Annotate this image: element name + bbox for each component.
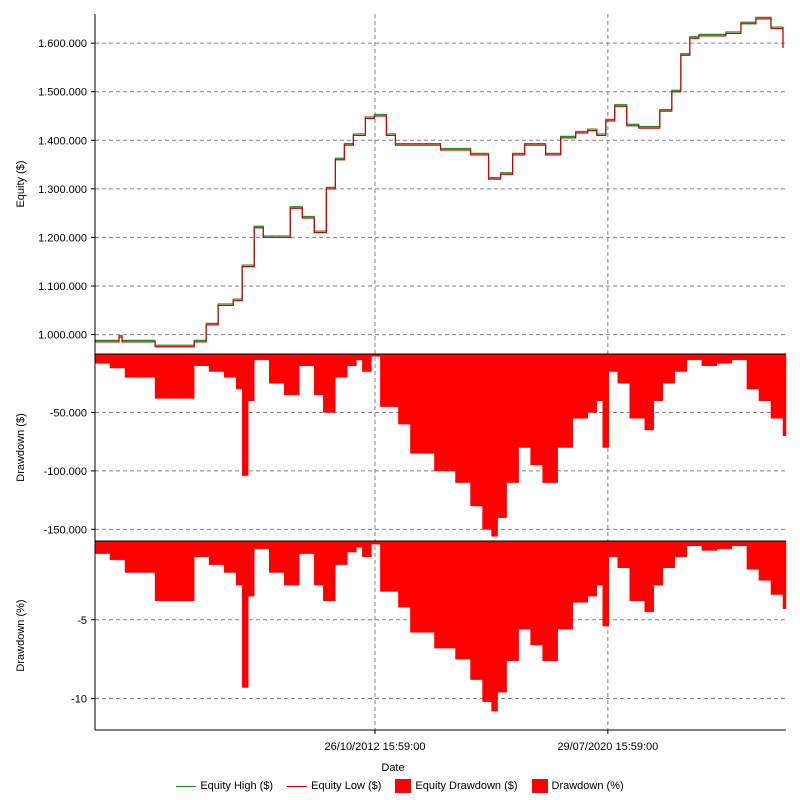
chart-series	[94, 16, 787, 712]
chart-axes	[91, 14, 786, 734]
equity-low-line	[95, 18, 784, 348]
legend-label-equity-drawdown: Equity Drawdown ($)	[415, 780, 518, 792]
y-tick-label: 1.500.000	[38, 87, 87, 99]
chart-labels: 26/10/2012 15:59:00 29/07/2020 15:59:00 1.…	[15, 38, 658, 753]
y-tick-label: -50.000	[50, 407, 87, 419]
y-tick-label: -5	[77, 615, 87, 627]
drawdown-usd-area	[94, 353, 787, 537]
legend-swatch-equity-drawdown	[395, 779, 412, 793]
legend-label-drawdown-pct: Drawdown (%)	[551, 780, 624, 792]
y-tick-label: 1.100.000	[38, 281, 87, 293]
y-axis-title: Drawdown ($)	[15, 413, 27, 481]
chart-legend: Equity High ($) Equity Low ($) Equity Dr…	[0, 776, 800, 796]
y-tick-label: -10	[71, 694, 87, 706]
y-tick-label: 1.200.000	[38, 232, 87, 244]
x-tick-label: 26/10/2012 15:59:00	[325, 741, 426, 753]
legend-item-equity-low: Equity Low ($)	[287, 776, 381, 796]
y-axis-title: Drawdown (%)	[15, 599, 27, 671]
y-axis-title: Equity ($)	[15, 160, 27, 207]
legend-swatch-equity-low	[287, 785, 308, 787]
equity-drawdown-chart: 26/10/2012 15:59:00 29/07/2020 15:59:00 1.…	[15, 14, 787, 774]
legend-item-equity-high: Equity High ($)	[176, 776, 273, 796]
legend-item-drawdown-pct: Drawdown (%)	[531, 776, 624, 796]
legend-swatch-equity-high	[176, 785, 197, 787]
y-tick-label: -150.000	[44, 524, 87, 536]
y-tick-label: 1.300.000	[38, 184, 87, 196]
legend-label-equity-low: Equity Low ($)	[311, 780, 382, 792]
drawdown-pct-area	[94, 540, 787, 712]
y-tick-label: 1.000.000	[38, 330, 87, 342]
legend-item-equity-drawdown: Equity Drawdown ($)	[395, 776, 518, 796]
y-tick-label: -100.000	[44, 466, 87, 478]
x-tick-label: 29/07/2020 15:59:00	[557, 741, 658, 753]
y-tick-label: 1.400.000	[38, 135, 87, 147]
y-tick-label: 1.600.000	[38, 38, 87, 50]
legend-swatch-drawdown-pct	[531, 779, 548, 793]
equity-high-line	[95, 16, 784, 346]
legend-label-equity-high: Equity High ($)	[200, 780, 274, 792]
x-axis-title: Date	[381, 762, 404, 774]
